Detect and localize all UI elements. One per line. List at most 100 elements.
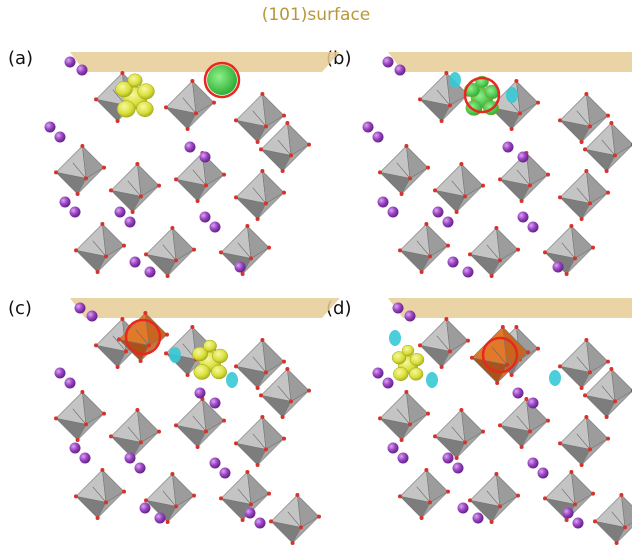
- face: [521, 174, 549, 202]
- oxygen: [94, 97, 98, 102]
- oxygen: [219, 496, 223, 501]
- face: [611, 368, 632, 402]
- oxygen: [299, 525, 303, 530]
- face: [167, 249, 195, 277]
- polyhedron: [418, 317, 470, 369]
- oxygen: [260, 338, 265, 342]
- oxygen: [100, 222, 105, 226]
- oxygen: [255, 386, 260, 390]
- face: [526, 152, 549, 186]
- lobe: [203, 339, 217, 353]
- oxygen: [424, 222, 429, 226]
- oxygen: [130, 210, 135, 214]
- face: [401, 413, 429, 441]
- atom: [502, 141, 514, 153]
- face: [566, 247, 594, 275]
- atom: [114, 206, 126, 218]
- face: [421, 491, 449, 519]
- atom: [387, 206, 399, 218]
- oxygen: [295, 493, 300, 497]
- atom: [397, 452, 409, 464]
- oxygen: [109, 434, 113, 439]
- oxygen: [588, 201, 592, 206]
- oxygen: [102, 411, 106, 416]
- oxygen: [54, 170, 58, 175]
- oxygen: [195, 445, 200, 449]
- bond: [576, 356, 591, 373]
- atom: [69, 206, 81, 218]
- bond: [516, 169, 531, 186]
- atom: [382, 377, 394, 389]
- density-isosurface: [426, 372, 438, 388]
- bond: [252, 356, 267, 373]
- oxygen: [165, 520, 170, 524]
- bond: [162, 490, 177, 507]
- surface-plane: [388, 52, 632, 72]
- oxygen: [579, 140, 584, 144]
- oxygen: [174, 423, 178, 428]
- atom: [527, 457, 539, 469]
- oxygen: [448, 103, 452, 108]
- bond: [416, 486, 431, 503]
- polyhedron: [174, 397, 226, 449]
- face: [581, 438, 609, 466]
- polyhedron: [583, 367, 632, 419]
- oxygen: [399, 192, 404, 196]
- polyhedron: [433, 408, 485, 460]
- oxygen: [255, 217, 260, 221]
- atom: [382, 56, 394, 68]
- oxygen: [528, 429, 532, 434]
- face: [496, 473, 519, 507]
- oxygen: [260, 415, 265, 419]
- oxygen: [606, 190, 610, 195]
- oxygen: [267, 491, 271, 496]
- oxygen: [219, 250, 223, 255]
- oxygen: [289, 153, 293, 158]
- bond: [561, 242, 576, 259]
- oxygen: [245, 224, 250, 228]
- oxygen: [528, 183, 532, 188]
- oxygen: [448, 349, 452, 354]
- oxygen: [84, 422, 88, 427]
- oxygen: [117, 337, 121, 342]
- atom: [552, 261, 564, 273]
- atom: [219, 467, 231, 479]
- oxygen: [498, 423, 502, 428]
- polyhedron: [144, 472, 196, 524]
- oxygen: [95, 270, 100, 274]
- face: [77, 413, 105, 441]
- oxygen: [613, 153, 617, 158]
- oxygen: [260, 169, 265, 173]
- atom: [59, 196, 71, 208]
- oxygen: [267, 245, 271, 250]
- oxygen: [498, 177, 502, 182]
- bond: [576, 110, 591, 127]
- oxygen: [463, 440, 467, 445]
- atom: [372, 367, 384, 379]
- face: [287, 368, 310, 402]
- oxygen: [109, 188, 113, 193]
- oxygen: [204, 183, 208, 188]
- oxygen: [102, 165, 106, 170]
- oxygen: [139, 440, 143, 445]
- atom: [457, 502, 469, 514]
- face: [456, 185, 484, 213]
- oxygen: [604, 169, 609, 173]
- face: [456, 431, 484, 459]
- oxygen: [481, 183, 485, 188]
- oxygen: [80, 390, 85, 394]
- face: [102, 223, 125, 257]
- atom: [404, 310, 416, 322]
- face: [257, 361, 285, 389]
- face: [401, 167, 429, 195]
- oxygen: [282, 190, 286, 195]
- face: [586, 416, 609, 450]
- oxygen: [588, 124, 592, 129]
- oxygen: [264, 447, 268, 452]
- polyhedron: [418, 71, 470, 123]
- atom: [462, 266, 474, 278]
- oxygen: [240, 272, 245, 276]
- face: [441, 340, 469, 368]
- face: [461, 163, 484, 197]
- oxygen: [104, 254, 108, 259]
